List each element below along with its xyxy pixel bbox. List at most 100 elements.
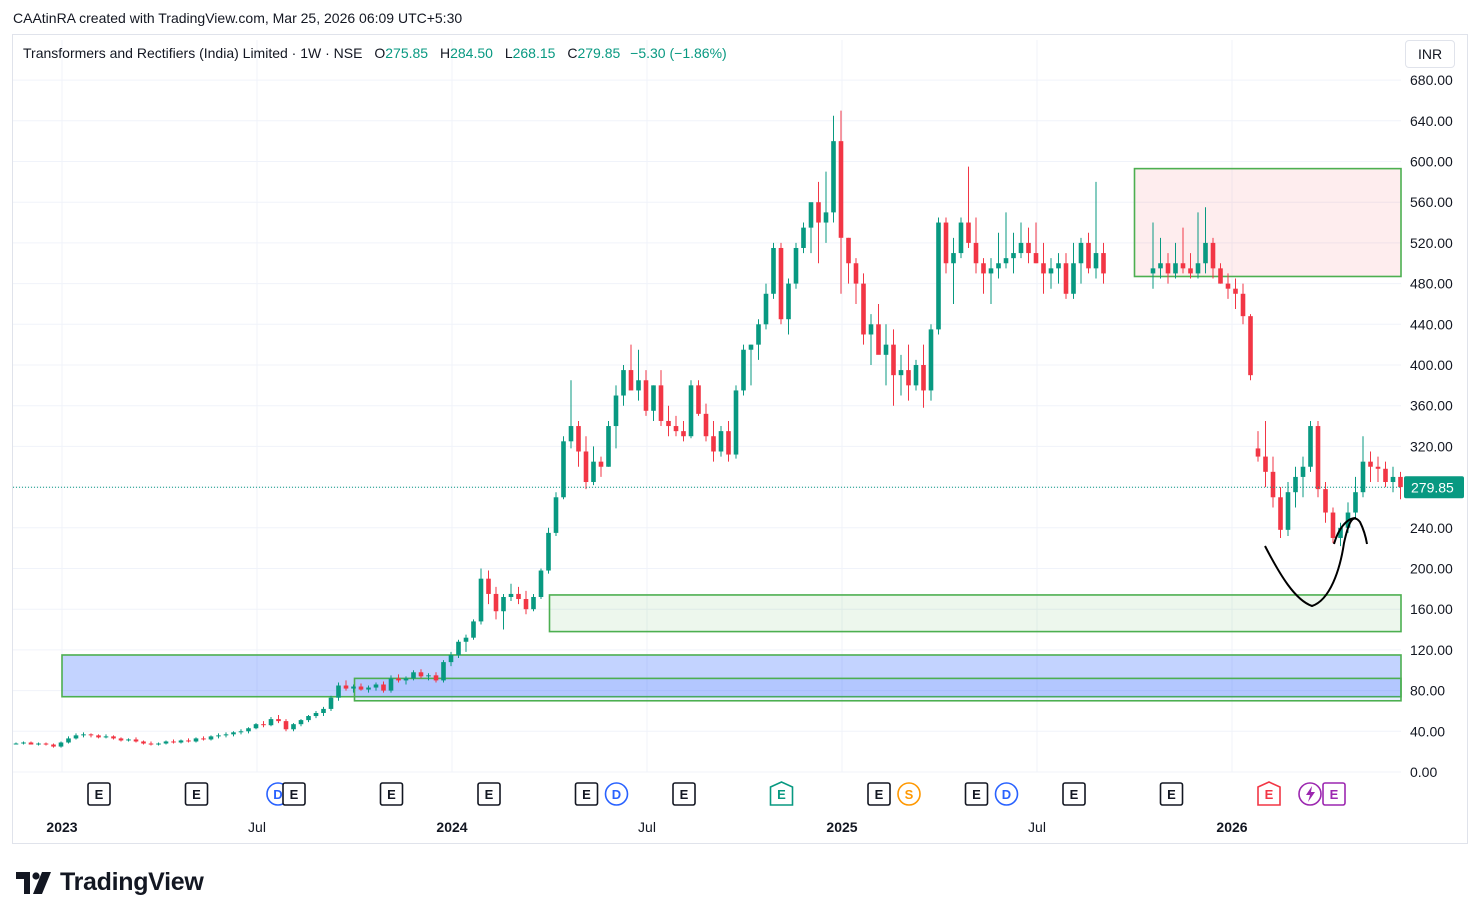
open-value: 275.85 — [385, 45, 429, 61]
candle-body — [456, 641, 461, 655]
candle-body — [66, 738, 71, 743]
candle-body — [253, 724, 259, 729]
y-tick-label: 0.00 — [1410, 764, 1437, 780]
candle-body — [306, 716, 311, 721]
marker-label: E — [290, 787, 299, 802]
candle-body — [598, 461, 604, 467]
candle-body — [463, 637, 469, 642]
earnings-upcoming-marker[interactable]: E — [1322, 782, 1346, 806]
candle-body — [636, 380, 641, 391]
candle-body — [141, 741, 146, 744]
candle-body — [786, 283, 791, 320]
dividend-marker[interactable]: D — [604, 782, 629, 806]
marker-label: D — [1002, 787, 1011, 802]
earnings-negative-marker[interactable]: E — [1257, 781, 1281, 806]
x-tick-label: Jul — [248, 819, 266, 835]
candle-body — [876, 324, 881, 355]
candle-body — [561, 441, 566, 498]
marker-label: D — [612, 787, 621, 802]
candle-body — [711, 436, 716, 452]
candle-body — [538, 570, 544, 597]
candle-body — [1203, 242, 1208, 264]
earnings-marker[interactable]: E — [87, 782, 111, 806]
candle-body — [1093, 253, 1099, 269]
candle-body — [1210, 242, 1216, 269]
earnings-marker[interactable]: E — [867, 782, 891, 806]
candle-body — [291, 724, 296, 730]
candle-body — [613, 395, 619, 427]
candle-body — [1330, 512, 1336, 538]
candle-body — [1056, 263, 1061, 269]
open-label: O — [374, 45, 386, 61]
tradingview-logo-text: TradingView — [60, 868, 204, 896]
candle-body — [381, 684, 386, 691]
x-tick-label: 2023 — [46, 819, 77, 835]
candle-body — [1086, 242, 1091, 269]
candle-body — [1101, 253, 1106, 274]
y-tick-label: 440.00 — [1410, 316, 1453, 332]
y-tick-label: 600.00 — [1410, 154, 1453, 170]
earnings-marker[interactable]: E — [964, 782, 989, 806]
currency-button[interactable]: INR — [1405, 40, 1455, 68]
candle-body — [1360, 461, 1366, 493]
earnings-marker[interactable]: E — [1062, 782, 1086, 806]
marker-label: S — [905, 787, 914, 802]
y-tick-label: 400.00 — [1410, 357, 1453, 373]
candle-body — [193, 738, 199, 742]
candle-body — [1308, 426, 1313, 467]
candle-body — [351, 686, 356, 689]
candle-body — [426, 675, 431, 677]
marker-box — [1159, 782, 1184, 806]
candle-body — [1240, 293, 1246, 317]
earnings-marker[interactable]: E — [379, 782, 404, 806]
marker-box — [867, 782, 891, 806]
high-value: 284.50 — [450, 45, 493, 61]
earnings-positive-marker[interactable]: E — [769, 781, 794, 806]
earnings-marker[interactable]: E — [477, 782, 501, 806]
candle-body — [298, 720, 304, 725]
candle-body — [1383, 468, 1388, 483]
split-marker[interactable]: S — [897, 782, 921, 806]
earnings-marker[interactable]: E — [574, 782, 599, 806]
candle-body — [373, 684, 379, 688]
candle-body — [943, 222, 949, 264]
candle-body — [868, 324, 874, 335]
candle-body — [1323, 489, 1328, 513]
candle-body — [358, 686, 364, 690]
earnings-marker[interactable]: E — [184, 782, 209, 806]
dividend-marker[interactable]: D — [994, 782, 1019, 806]
y-tick-label: 160.00 — [1410, 601, 1453, 617]
y-tick-label: 40.00 — [1410, 723, 1445, 739]
candle-body — [1270, 471, 1276, 498]
x-axis: 2023 Jul 2024 Jul 2025 Jul 2026 — [46, 819, 1247, 835]
marker-label: E — [582, 787, 591, 802]
tradingview-logo[interactable]: TradingView — [16, 868, 204, 897]
candle-body — [606, 426, 611, 467]
candle-body — [1398, 476, 1403, 488]
candle-body — [966, 222, 971, 243]
marker-circle — [604, 782, 629, 806]
y-tick-label: 120.00 — [1410, 642, 1453, 658]
candle-body — [958, 222, 964, 254]
earnings-marker[interactable]: E — [282, 782, 306, 806]
marker-shape — [769, 781, 794, 806]
earnings-marker[interactable]: E — [1159, 782, 1184, 806]
candle-body — [501, 596, 506, 612]
bolt-marker[interactable] — [1298, 782, 1322, 806]
candle-body — [816, 202, 821, 223]
candle-body — [1248, 316, 1253, 376]
marker-box — [964, 782, 989, 806]
candle-body — [216, 735, 221, 737]
candle-body — [913, 365, 919, 386]
last-price-badge — [1404, 476, 1464, 499]
candle-body — [283, 721, 289, 730]
symbol-title[interactable]: Transformers and Rectifiers (India) Limi… — [23, 45, 363, 61]
y-tick-label: 480.00 — [1410, 276, 1453, 292]
candle-body — [981, 263, 986, 274]
x-tick-label: Jul — [638, 819, 656, 835]
candle-body — [478, 578, 484, 622]
earnings-marker[interactable]: E — [672, 782, 696, 806]
candle-body — [366, 687, 371, 690]
